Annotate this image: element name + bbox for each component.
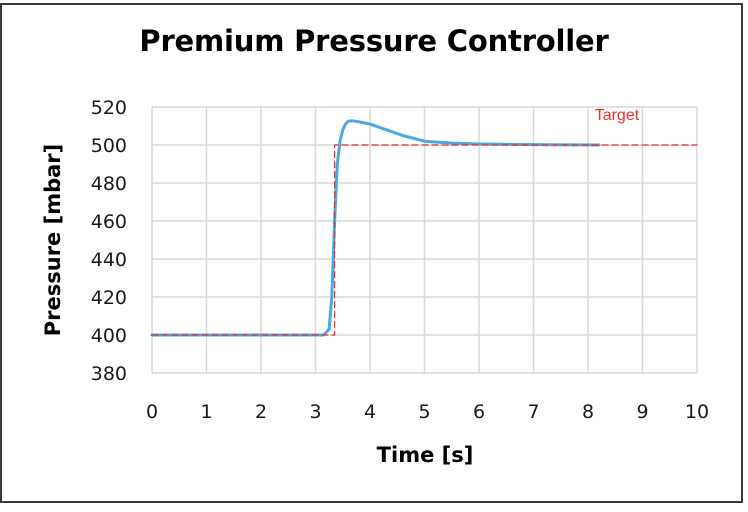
x-tick-label: 6: [473, 401, 485, 423]
pressure-line: [150, 119, 601, 337]
x-axis-label: Time [s]: [377, 443, 474, 467]
y-tick-label: 480: [91, 173, 127, 195]
x-tick-label: 5: [418, 401, 430, 423]
y-axis-ticks: 380 400 420 440 460 480 500 520: [91, 97, 127, 385]
chart-title: Premium Pressure Controller: [139, 24, 609, 58]
x-tick-label: 0: [146, 401, 158, 423]
x-tick-label: 7: [527, 401, 539, 423]
x-axis-ticks: 0 1 2 3 4 5 6 7 8 9 10: [146, 401, 709, 423]
y-tick-label: 460: [91, 211, 127, 233]
x-tick-label: 4: [364, 401, 376, 423]
x-tick-label: 8: [582, 401, 594, 423]
y-tick-label: 520: [91, 97, 127, 119]
x-tick-label: 2: [255, 401, 267, 423]
target-annotation: Target: [595, 107, 640, 124]
chart-frame: [0, 3, 743, 503]
x-tick-label: 10: [685, 401, 709, 423]
target-line: [151, 144, 698, 336]
y-tick-label: 420: [91, 287, 127, 309]
grid-lines: [151, 106, 698, 374]
data-series: [150, 119, 698, 337]
x-tick-label: 3: [309, 401, 321, 423]
x-tick-label: 1: [200, 401, 212, 423]
x-tick-label: 9: [636, 401, 648, 423]
y-tick-label: 500: [91, 135, 127, 157]
y-tick-label: 400: [91, 325, 127, 347]
y-axis-label: Pressure [mbar]: [41, 144, 65, 337]
y-tick-label: 380: [91, 363, 127, 385]
y-tick-label: 440: [91, 249, 127, 271]
